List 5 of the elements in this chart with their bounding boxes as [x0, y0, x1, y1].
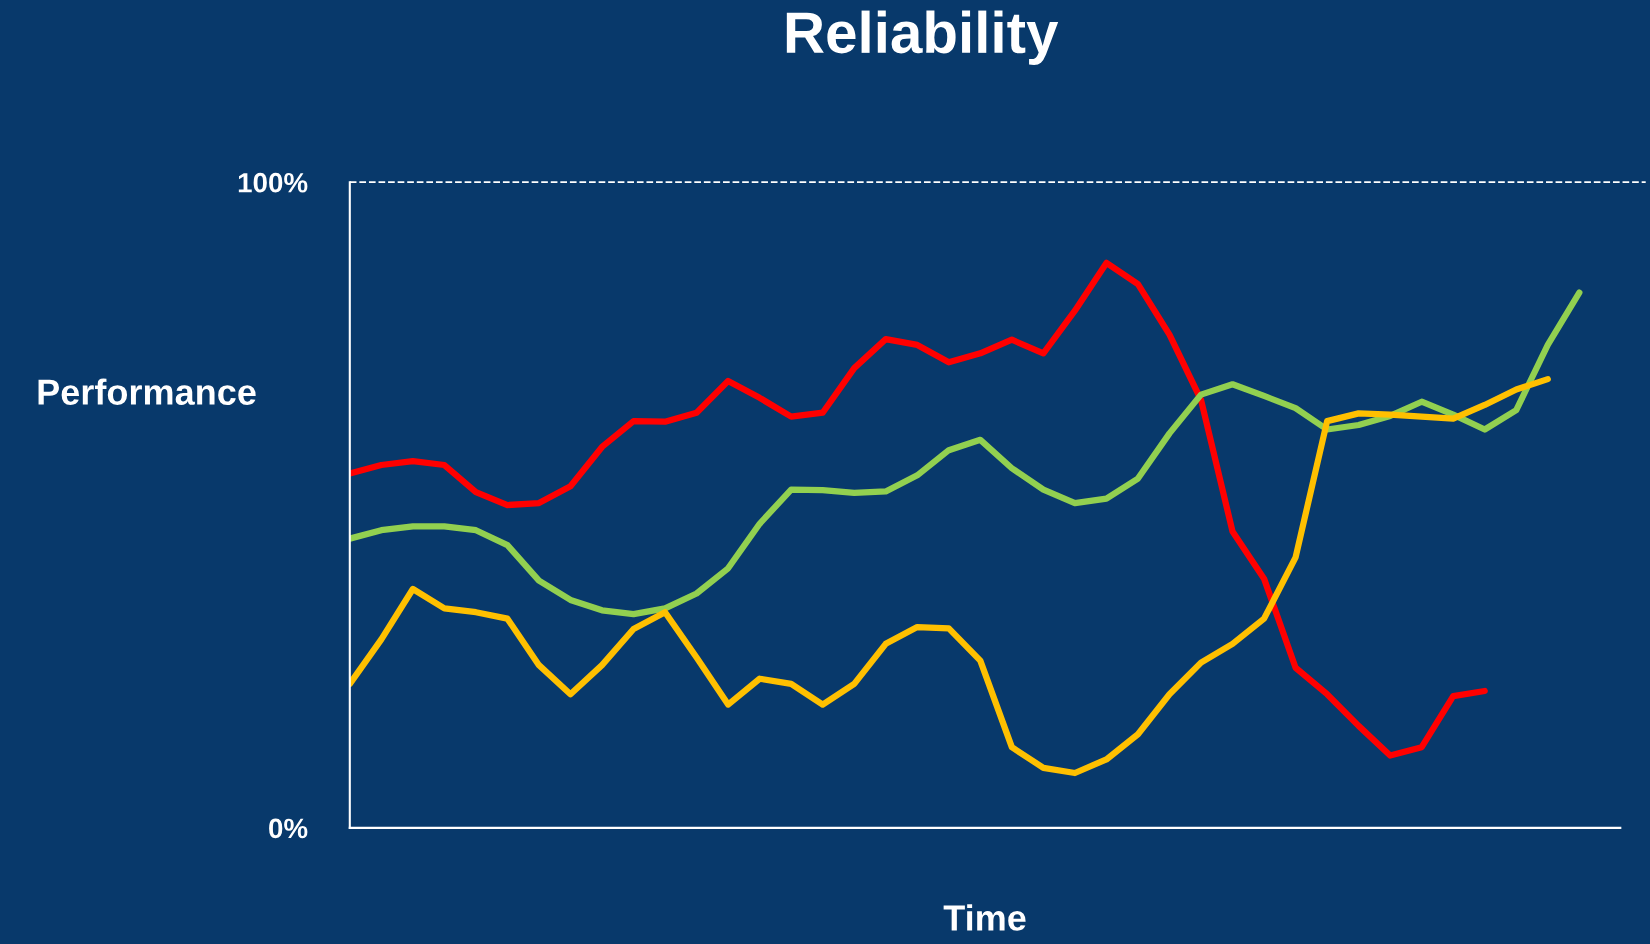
y-tick-label: 100% — [238, 172, 308, 193]
y-tick-label: 0% — [269, 818, 308, 839]
y-axis-title: Performance — [38, 378, 256, 405]
chart-title: Reliability — [786, 10, 1059, 65]
x-axis-title: Time — [943, 904, 1026, 931]
